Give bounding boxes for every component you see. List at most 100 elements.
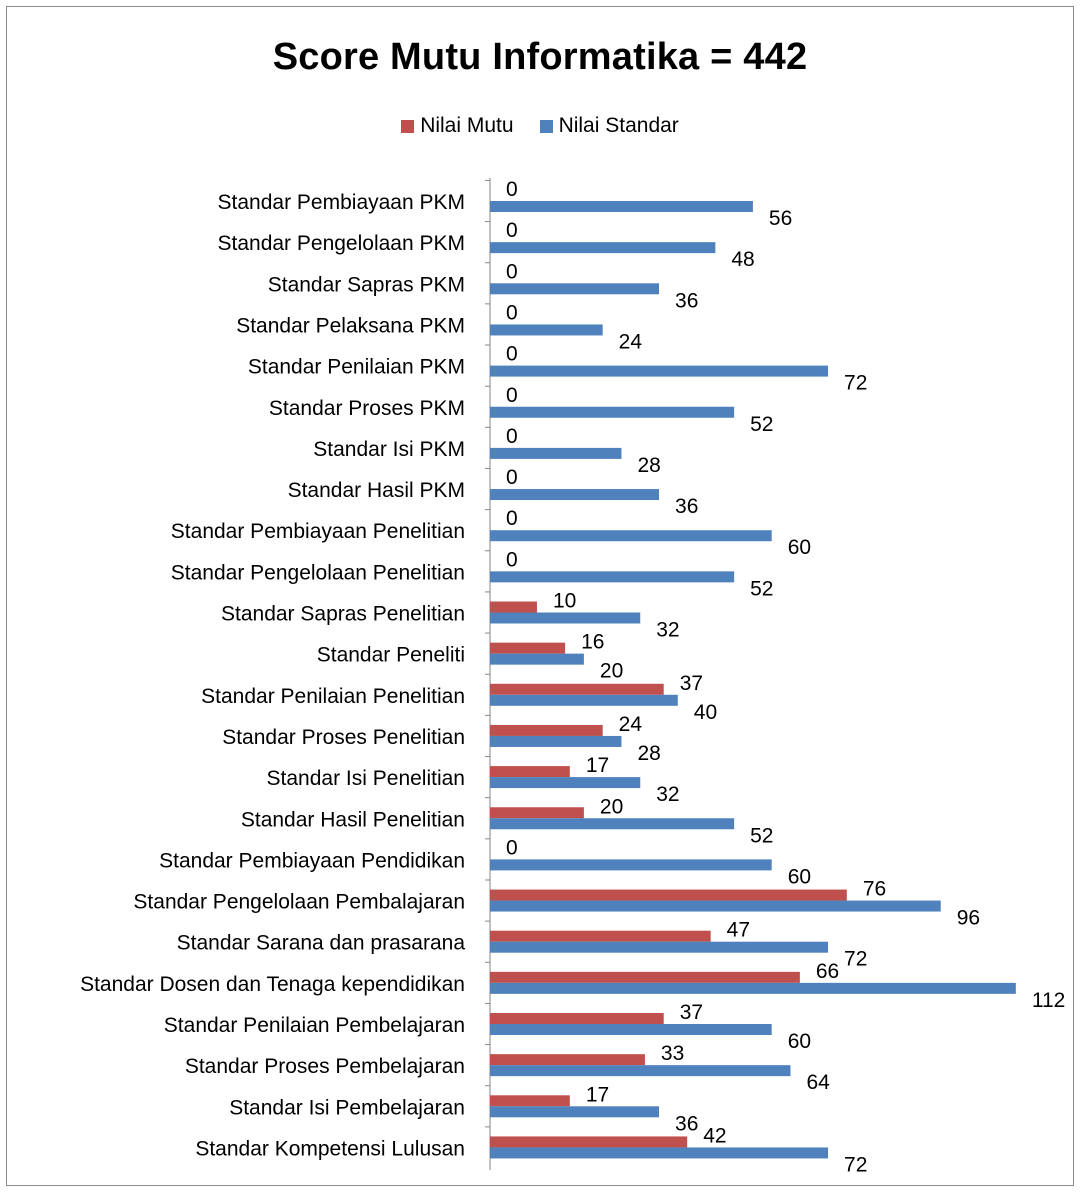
data-label-nilai-mutu: 0 bbox=[506, 343, 518, 366]
legend-swatch-nilai-standar bbox=[539, 119, 553, 133]
category-label: Standar Sarana dan prasarana bbox=[177, 932, 466, 955]
data-label-nilai-mutu: 76 bbox=[863, 878, 886, 901]
chart-title: Score Mutu Informatika = 442 bbox=[272, 36, 808, 78]
category-label: Standar Pembiayaan Penelitian bbox=[171, 520, 465, 543]
category-label: Standar Isi Penelitian bbox=[267, 767, 465, 790]
bar-nilai-standar bbox=[490, 489, 660, 501]
data-label-nilai-standar: 112 bbox=[1032, 989, 1065, 1012]
data-label-nilai-mutu: 0 bbox=[506, 260, 518, 283]
bar-nilai-standar bbox=[490, 818, 735, 830]
data-label-nilai-standar: 20 bbox=[600, 660, 623, 683]
bar-nilai-mutu bbox=[490, 1054, 645, 1066]
data-label-nilai-mutu: 17 bbox=[586, 754, 609, 777]
bar-nilai-mutu bbox=[490, 889, 847, 901]
bar-nilai-standar bbox=[490, 365, 829, 377]
category-label: Standar Peneliti bbox=[317, 644, 465, 667]
data-label-nilai-mutu: 33 bbox=[661, 1042, 684, 1065]
category-label: Standar Pembiayaan PKM bbox=[218, 191, 465, 214]
bar-nilai-mutu bbox=[490, 601, 537, 613]
bar-nilai-mutu bbox=[490, 930, 711, 942]
data-label-nilai-mutu: 37 bbox=[680, 1001, 703, 1024]
category-label: Standar Isi PKM bbox=[313, 438, 465, 461]
data-label-nilai-standar: 32 bbox=[656, 619, 679, 642]
data-label-nilai-standar: 64 bbox=[806, 1071, 830, 1094]
data-label-nilai-standar: 60 bbox=[788, 1030, 811, 1053]
data-label-nilai-standar: 32 bbox=[656, 783, 679, 806]
data-label-nilai-mutu: 0 bbox=[506, 548, 518, 571]
data-label-nilai-standar: 48 bbox=[731, 248, 754, 271]
data-label-nilai-mutu: 0 bbox=[506, 836, 518, 859]
bar-nilai-mutu bbox=[490, 683, 664, 695]
bar-nilai-standar bbox=[490, 530, 772, 542]
bar-nilai-standar bbox=[490, 201, 753, 212]
category-label: Standar Dosen dan Tenaga kependidikan bbox=[80, 973, 465, 996]
data-label-nilai-mutu: 0 bbox=[506, 178, 518, 201]
data-label-nilai-mutu: 0 bbox=[506, 425, 518, 448]
data-label-nilai-mutu: 16 bbox=[581, 631, 604, 654]
bar-nilai-standar bbox=[490, 283, 660, 295]
category-label: Standar Proses Pembelajaran bbox=[185, 1055, 465, 1078]
data-label-nilai-mutu: 20 bbox=[600, 795, 623, 818]
data-label-nilai-mutu: 37 bbox=[680, 672, 703, 695]
bar-nilai-standar bbox=[490, 900, 941, 912]
data-label-nilai-standar: 72 bbox=[844, 1153, 867, 1176]
category-label: Standar Sapras Penelitian bbox=[221, 603, 465, 626]
category-label: Standar Penilaian PKM bbox=[248, 356, 465, 379]
category-label: Standar Proses Penelitian bbox=[222, 726, 465, 749]
bar-nilai-standar bbox=[490, 735, 622, 747]
category-label: Standar Sapras PKM bbox=[268, 273, 465, 296]
data-label-nilai-mutu: 0 bbox=[506, 507, 518, 530]
data-label-nilai-standar: 60 bbox=[788, 865, 811, 888]
data-label-nilai-mutu: 0 bbox=[506, 301, 518, 324]
bar-nilai-mutu bbox=[490, 724, 603, 736]
legend-swatch-nilai-mutu bbox=[401, 119, 415, 133]
bar-nilai-standar bbox=[490, 1024, 772, 1035]
bar-nilai-standar bbox=[490, 859, 772, 871]
data-label-nilai-mutu: 42 bbox=[703, 1124, 726, 1147]
category-label: Standar Hasil Penelitian bbox=[241, 808, 465, 831]
bar-nilai-standar bbox=[490, 242, 716, 254]
category-label: Standar Pelaksana PKM bbox=[236, 314, 465, 337]
legend-item-nilai-mutu: Nilai Mutu bbox=[401, 114, 514, 138]
data-label-nilai-standar: 60 bbox=[788, 536, 811, 559]
bar-nilai-standar bbox=[490, 406, 735, 418]
data-label-nilai-mutu: 0 bbox=[506, 466, 518, 489]
category-label: Standar Penilaian Penelitian bbox=[201, 685, 465, 708]
data-label-nilai-standar: 72 bbox=[844, 948, 867, 971]
data-label-nilai-mutu: 47 bbox=[727, 919, 750, 942]
bar-nilai-standar bbox=[490, 1106, 660, 1118]
bar-nilai-standar bbox=[490, 324, 603, 336]
data-label-nilai-mutu: 0 bbox=[506, 219, 518, 242]
bar-nilai-standar bbox=[490, 447, 622, 459]
bar-nilai-mutu bbox=[490, 1095, 570, 1107]
data-label-nilai-standar: 52 bbox=[750, 824, 773, 847]
bar-nilai-standar bbox=[490, 612, 641, 624]
data-label-nilai-mutu: 66 bbox=[816, 960, 839, 983]
bar-nilai-standar bbox=[490, 941, 829, 953]
data-label-nilai-mutu: 0 bbox=[506, 384, 518, 407]
category-label: Standar Pengelolaan Penelitian bbox=[171, 561, 465, 584]
data-label-nilai-mutu: 24 bbox=[619, 713, 643, 736]
bar-nilai-mutu bbox=[490, 1013, 664, 1024]
bar-nilai-standar bbox=[490, 1147, 829, 1159]
data-label-nilai-standar: 36 bbox=[675, 289, 698, 312]
bar-nilai-standar bbox=[490, 1065, 791, 1077]
data-label-nilai-standar: 96 bbox=[957, 907, 980, 930]
category-label: Standar Isi Pembelajaran bbox=[229, 1096, 465, 1119]
data-label-nilai-mutu: 17 bbox=[586, 1083, 609, 1106]
bar-nilai-mutu bbox=[490, 642, 566, 654]
legend-item-nilai-standar: Nilai Standar bbox=[539, 114, 679, 138]
bar-nilai-standar bbox=[490, 653, 584, 665]
bar-nilai-standar bbox=[490, 777, 641, 789]
data-label-nilai-mutu: 10 bbox=[553, 590, 576, 613]
category-label: Standar Kompetensi Lulusan bbox=[195, 1137, 465, 1160]
bar-nilai-standar bbox=[490, 982, 1016, 994]
category-label: Standar Hasil PKM bbox=[288, 479, 465, 502]
data-label-nilai-standar: 40 bbox=[694, 701, 717, 724]
bar-nilai-mutu bbox=[490, 766, 570, 778]
bar-nilai-mutu bbox=[490, 971, 800, 983]
data-label-nilai-standar: 56 bbox=[769, 207, 792, 230]
category-label: Standar Proses PKM bbox=[269, 397, 465, 420]
data-label-nilai-standar: 24 bbox=[619, 330, 643, 353]
